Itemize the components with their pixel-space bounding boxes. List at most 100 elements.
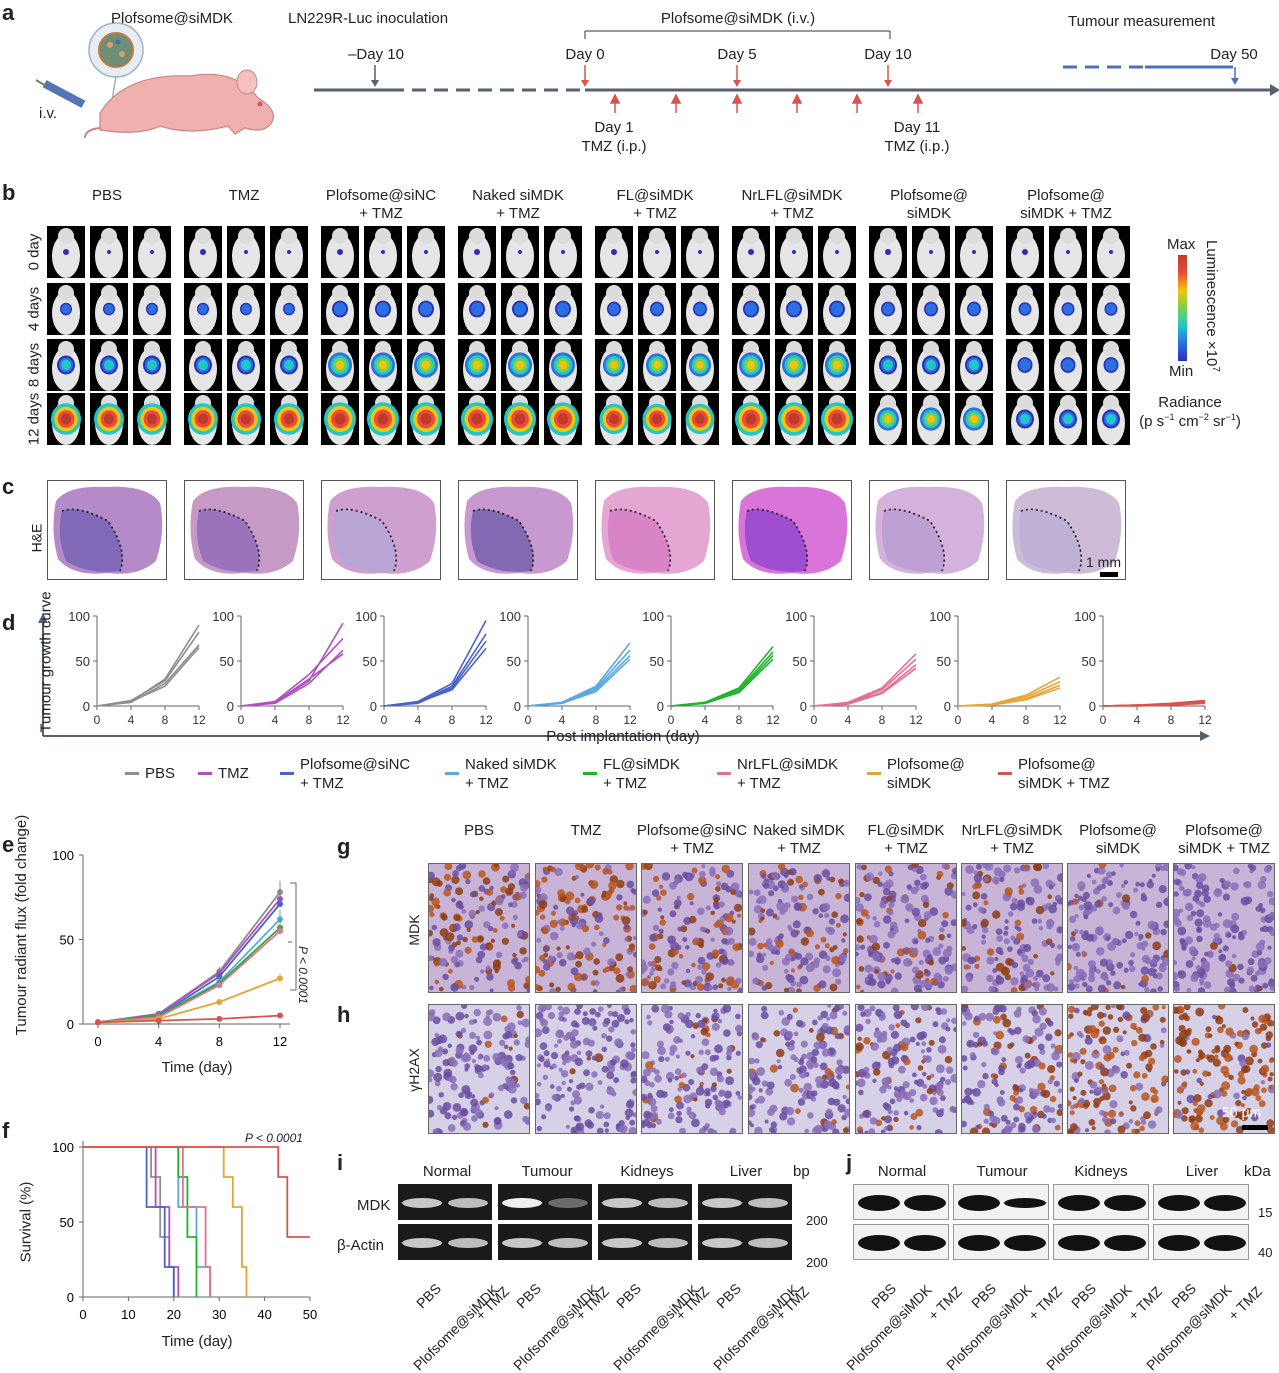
he-brain-section <box>732 480 852 580</box>
he-scale-bar <box>1100 572 1118 577</box>
blot-column-header: Kidneys <box>1074 1163 1128 1180</box>
growth-ytick: 50 <box>363 654 377 669</box>
ihc-mdk-image <box>641 863 743 993</box>
panel-label-d: d <box>2 610 16 635</box>
inoculation-label: LN229R-Luc inoculation <box>288 10 449 27</box>
panel-label-f: f <box>2 1118 10 1143</box>
luminescence-title: Luminescence ×107 <box>1203 240 1221 372</box>
day10-label: Day 10 <box>864 46 912 63</box>
group-header-line2: + TMZ <box>770 205 814 222</box>
growth-xtick: 0 <box>811 713 818 727</box>
bioluminescence-mouse-image <box>270 283 308 335</box>
flux-point <box>216 1015 223 1022</box>
growth-xtick: 4 <box>702 713 709 727</box>
growth-ytick: 100 <box>785 609 807 624</box>
bioluminescence-mouse-image <box>955 339 993 391</box>
bioluminescence-mouse-image <box>90 393 128 445</box>
tmz-end-label: TMZ (i.p.) <box>884 138 950 155</box>
growth-xtick: 0 <box>238 713 245 727</box>
day-row-label: 8 days <box>25 342 43 388</box>
growth-ytick: 50 <box>1082 654 1096 669</box>
growth-ytick: 50 <box>937 654 951 669</box>
gel-strip <box>598 1224 692 1260</box>
he-brain-section <box>595 480 715 580</box>
bioluminescence-mouse-image <box>321 339 359 391</box>
flux-xtick: 4 <box>155 1034 162 1049</box>
tmz-start-label: TMZ (i.p.) <box>581 138 647 155</box>
growth-chart-5: 0 50 100 0 4 8 12 <box>785 609 923 727</box>
bioluminescence-mouse-image <box>775 283 813 335</box>
bioluminescence-mouse-image <box>501 226 539 278</box>
bioluminescence-mouse-image <box>1049 226 1087 278</box>
bioluminescence-mouse-image <box>133 393 171 445</box>
legend-label-line1: FL@siMDK <box>603 756 680 773</box>
bioluminescence-mouse-image <box>47 393 85 445</box>
ihc-mdk-image <box>748 863 850 993</box>
legend-label-line2: + TMZ <box>737 775 781 792</box>
bioluminescence-mouse-image <box>47 339 85 391</box>
growth-ytick: 50 <box>793 654 807 669</box>
bioluminescence-mouse-image <box>321 226 359 278</box>
growth-xtick: 8 <box>1168 713 1175 727</box>
growth-xtick: 8 <box>593 713 600 727</box>
growth-ytick: 50 <box>220 654 234 669</box>
growth-xtick: 12 <box>1198 713 1212 727</box>
bioluminescence-mouse-image <box>407 283 445 335</box>
group-header-line1: TMZ <box>228 187 260 204</box>
survival-curve <box>83 1146 175 1297</box>
day1-label: Day 1 <box>594 119 634 136</box>
blot-strip <box>1153 1184 1249 1220</box>
bioluminescence-mouse-image <box>364 226 402 278</box>
growth-curve <box>670 658 774 707</box>
bioluminescence-mouse-image <box>270 393 308 445</box>
flux-series-line <box>97 903 281 1024</box>
legend-swatch <box>198 772 212 775</box>
day5-label: Day 5 <box>717 46 757 63</box>
bioluminescence-mouse-image <box>732 393 770 445</box>
ihc-h2ax-image <box>855 1004 957 1134</box>
survival-chart: 0 50 100 0 10 20 30 40 50 <box>52 1140 317 1322</box>
growth-xtick: 12 <box>479 713 493 727</box>
nanoparticle-core-icon <box>98 32 134 68</box>
bioluminescence-mouse-image <box>544 393 582 445</box>
bioluminescence-mouse-image <box>407 339 445 391</box>
bioluminescence-mouse-image <box>133 339 171 391</box>
growth-curve <box>527 658 631 707</box>
flux-series-line <box>97 918 281 1024</box>
gel-column-header: Tumour <box>521 1163 573 1180</box>
legend-label-line2: siMDK + TMZ <box>1018 775 1110 792</box>
flux-point <box>216 982 223 989</box>
blot-column-header: Liver <box>1185 1163 1219 1180</box>
ihc-header-line1: PBS <box>463 822 495 839</box>
growth-ytick: 100 <box>68 609 90 624</box>
growth-curve <box>240 653 344 707</box>
ihc-header-line1: TMZ <box>570 822 602 839</box>
legend-label-line2: + TMZ <box>300 775 344 792</box>
bioluminescence-mouse-image <box>775 393 813 445</box>
growth-xtick: 8 <box>736 713 743 727</box>
bioluminescence-mouse-image <box>458 283 496 335</box>
growth-xtick: 4 <box>559 713 566 727</box>
ihc-header-line1: Plofsome@siNC <box>636 822 748 839</box>
group-header-line1: NrLFL@siMDK <box>741 187 843 204</box>
growth-xtick: 12 <box>623 713 637 727</box>
group-header-line2: siMDK + TMZ <box>1020 205 1112 222</box>
growth-xtick: 12 <box>766 713 780 727</box>
ihc-scale-label: 50 μm <box>1222 1104 1262 1120</box>
growth-chart-4: 0 50 100 0 4 8 12 <box>642 609 780 727</box>
he-brain-section <box>184 480 304 580</box>
bioluminescence-mouse-image <box>955 226 993 278</box>
flux-point <box>277 1012 283 1019</box>
bioluminescence-mouse-image <box>732 283 770 335</box>
bioluminescence-mouse-image <box>1006 283 1044 335</box>
he-brain-section <box>1006 480 1126 580</box>
panel-label-b: b <box>2 180 16 205</box>
kda-marker-2: 40 <box>1258 1245 1273 1260</box>
blot-column-header: Tumour <box>976 1163 1028 1180</box>
growth-ytick: 0 <box>1089 699 1096 714</box>
flux-point <box>277 901 283 908</box>
flux-series-line <box>97 927 281 1024</box>
legend-label-line1: Plofsome@siNC <box>300 756 411 773</box>
he-brain-section <box>47 480 167 580</box>
gel-strip <box>698 1184 792 1220</box>
